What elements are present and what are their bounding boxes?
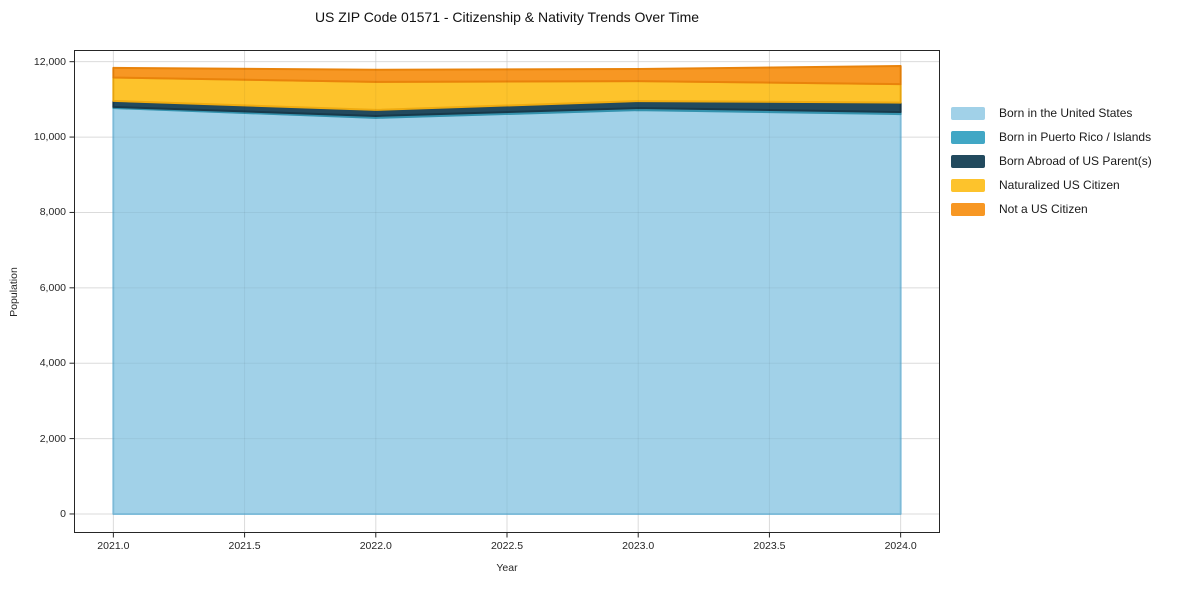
y-tick-label: 4,000 <box>39 357 66 370</box>
legend-label: Not a US Citizen <box>999 202 1088 216</box>
legend-swatch-icon <box>951 202 985 216</box>
x-tick-label: 2022.5 <box>490 540 524 552</box>
x-tick-label: 2022.0 <box>359 540 392 552</box>
legend-label: Born in Puerto Rico / Islands <box>999 130 1152 144</box>
legend-label: Naturalized US Citizen <box>999 178 1120 192</box>
area-band-edge <box>112 65 902 86</box>
chart-title: US ZIP Code 01571 - Citizenship & Nativi… <box>314 9 700 25</box>
stacked-area-plot <box>69 50 940 538</box>
legend-swatch-icon <box>951 130 985 144</box>
x-axis-label: Year <box>496 562 518 574</box>
x-tick-label: 2021.0 <box>97 540 130 552</box>
area-band <box>113 108 901 514</box>
legend-item: Born Abroad of US Parent(s) <box>951 149 1152 173</box>
legend-label: Born Abroad of US Parent(s) <box>999 154 1152 168</box>
x-tick-label: 2024.0 <box>884 540 917 552</box>
y-tick-label: 0 <box>60 507 66 520</box>
plot-area <box>69 50 940 538</box>
plot-spines <box>74 50 940 533</box>
legend-swatch-icon <box>951 106 985 120</box>
area-band <box>113 66 901 85</box>
legend-label: Born in the United States <box>999 106 1133 120</box>
area-band <box>113 100 901 116</box>
legend-swatch-icon <box>951 178 985 192</box>
y-tick-label: 8,000 <box>39 206 66 219</box>
x-tick-label: 2021.5 <box>228 540 261 552</box>
legend-item: Naturalized US Citizen <box>951 173 1152 197</box>
legend-item: Not a US Citizen <box>951 197 1152 221</box>
y-tick-label: 6,000 <box>39 281 66 294</box>
x-tick-label: 2023.5 <box>753 540 786 552</box>
x-tick-label: 2023.0 <box>622 540 655 552</box>
y-tick-label: 12,000 <box>33 55 66 68</box>
legend-swatch-icon <box>951 154 985 168</box>
legend-item: Born in the United States <box>951 101 1152 125</box>
area-band <box>113 77 901 110</box>
y-tick-label: 10,000 <box>33 131 66 144</box>
legend: Born in the United States Born in Puerto … <box>951 101 1152 221</box>
y-tick-label: 2,000 <box>39 432 66 445</box>
legend-item: Born in Puerto Rico / Islands <box>951 125 1152 149</box>
